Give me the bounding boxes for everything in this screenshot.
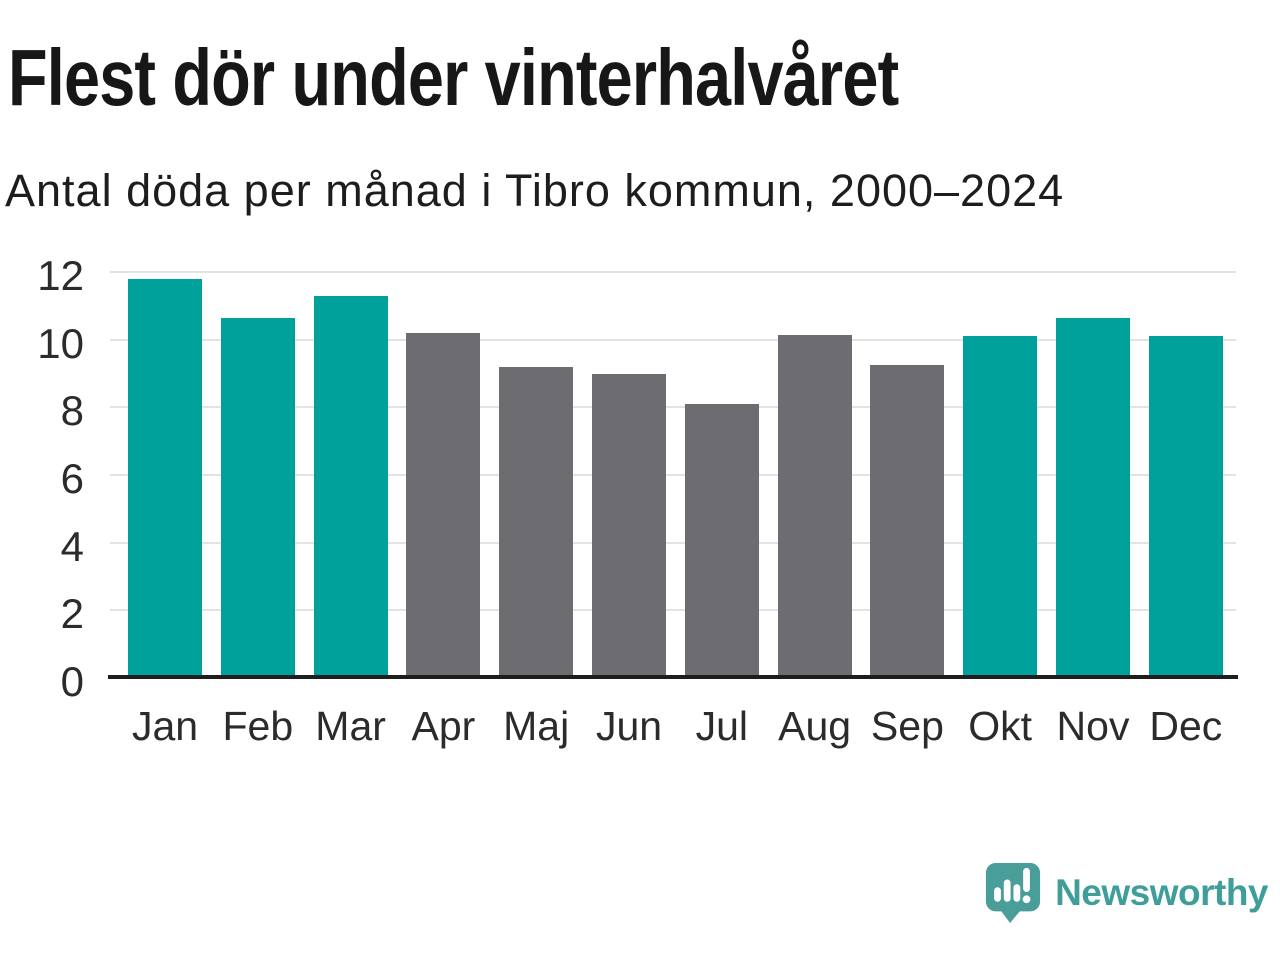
y-tick-label-8: 8 — [60, 387, 84, 435]
gridline-10 — [110, 338, 1236, 341]
y-tick-label-12: 12 — [37, 252, 84, 299]
bar-mar — [313, 295, 388, 678]
bar-sep — [870, 365, 945, 678]
x-tick-label-jul: Jul — [695, 703, 749, 749]
gridline-12 — [110, 271, 1236, 273]
chart-title: Flest dör under vinterhalvåret — [8, 33, 899, 122]
bar-feb — [220, 317, 295, 678]
x-tick-label-jun: Jun — [595, 703, 663, 749]
bar-maj — [499, 366, 574, 678]
bar-nov — [1056, 317, 1130, 678]
gridline-2 — [110, 609, 1236, 612]
y-axis-labels: 0 2 4 6 8 10 12 — [0, 255, 84, 703]
plot-area — [110, 271, 1236, 678]
bar-jun — [592, 373, 666, 678]
gridline-6 — [110, 474, 1236, 476]
newsworthy-logo-text: Newsworthy — [1055, 872, 1268, 913]
bar-apr — [406, 332, 481, 678]
x-tick-label-dec: Dec — [1149, 703, 1223, 749]
y-tick-label-0: 0 — [60, 658, 84, 705]
y-tick-label-2: 2 — [60, 590, 84, 638]
x-tick-label-mar: Mar — [315, 703, 386, 749]
bar-dec — [1148, 336, 1223, 678]
gridline-8 — [110, 406, 1236, 409]
x-tick-label-maj: Maj — [503, 703, 570, 749]
x-tick-label-feb: Feb — [222, 703, 294, 749]
newsworthy-logo-icon — [985, 863, 1041, 923]
x-axis-line — [108, 675, 1238, 679]
x-axis-labels: Jan Feb Mar Apr Maj Jun Jul Aug Sep Okt Nov Dec — [110, 700, 1236, 752]
bar-jul — [684, 403, 759, 678]
x-tick-label-jan: Jan — [131, 703, 199, 749]
x-tick-label-nov: Nov — [1056, 703, 1130, 749]
bar-aug — [777, 334, 852, 678]
bar-jan — [128, 278, 202, 678]
y-tick-label-6: 6 — [60, 455, 84, 502]
x-tick-label-apr: Apr — [411, 703, 476, 749]
gridline-4 — [110, 541, 1236, 544]
branding: Newsworthy — [984, 861, 1268, 925]
y-tick-label-4: 4 — [60, 522, 84, 570]
x-tick-label-aug: Aug — [778, 703, 852, 749]
bar-okt — [963, 336, 1038, 678]
x-tick-label-okt: Okt — [968, 703, 1033, 749]
x-tick-label-sep: Sep — [870, 703, 944, 749]
y-tick-label-10: 10 — [37, 319, 84, 367]
chart-subtitle: Antal döda per månad i Tibro kommun, 200… — [5, 165, 1065, 216]
